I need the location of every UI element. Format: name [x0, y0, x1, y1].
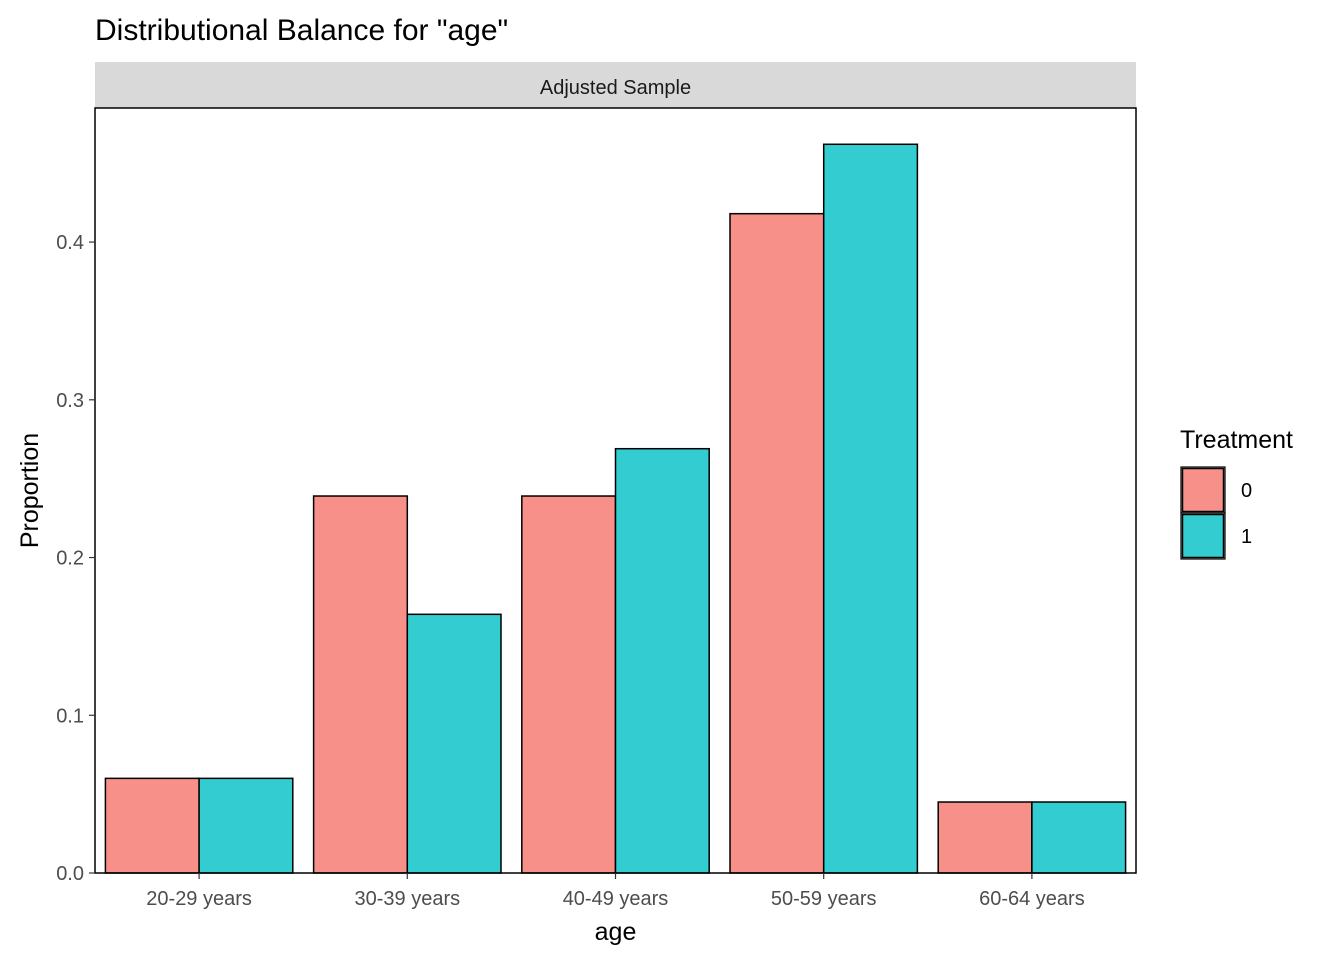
legend-swatch-0: [1181, 467, 1225, 513]
y-tick-label: 0.3: [56, 390, 84, 412]
bar-40-49-years-treatment-0: [521, 495, 617, 874]
chart-title: Distributional Balance for "age": [95, 14, 508, 47]
bar-50-59-years-treatment-1: [822, 143, 919, 874]
bar-40-49-years-treatment-1: [614, 447, 710, 874]
bar-60-64-years-treatment-1: [1031, 801, 1127, 874]
x-tick-label: 40-49 years: [563, 888, 669, 910]
y-axis-title: Proportion: [16, 433, 44, 548]
bar-50-59-years-treatment-0: [729, 212, 825, 874]
bar-20-29-years-treatment-1: [198, 777, 294, 874]
bar-20-29-years-treatment-0: [104, 777, 200, 874]
x-tick-label: 60-64 years: [979, 888, 1085, 910]
bar-30-39-years-treatment-1: [406, 613, 502, 874]
legend-label-0: 0: [1241, 480, 1252, 502]
legend-swatch-1: [1181, 513, 1225, 559]
facet-strip: [95, 62, 1136, 108]
y-tick-label: 0.1: [56, 705, 84, 727]
facet-label: Adjusted Sample: [540, 77, 691, 99]
x-tick-label: 30-39 years: [354, 888, 460, 910]
y-tick-label: 0.0: [56, 863, 84, 885]
y-axis: 0.0 0.1 0.2 0.3 0.4: [56, 232, 95, 885]
x-tick-label: 50-59 years: [771, 888, 877, 910]
legend: Treatment 01: [1180, 426, 1293, 560]
x-tick-label: 20-29 years: [146, 888, 252, 910]
bar-60-64-years-treatment-0: [937, 801, 1033, 874]
x-axis-title: age: [595, 918, 637, 946]
legend-title: Treatment: [1180, 426, 1293, 454]
legend-label-1: 1: [1241, 526, 1252, 548]
bar-30-39-years-treatment-0: [312, 495, 409, 874]
y-tick-label: 0.4: [56, 232, 84, 254]
y-tick-label: 0.2: [56, 548, 84, 570]
legend-items: 01: [1180, 466, 1252, 560]
bars-layer: [104, 143, 1127, 874]
x-axis: 20-29 years 30-39 years 40-49 years 50-59 y…: [146, 873, 1085, 910]
